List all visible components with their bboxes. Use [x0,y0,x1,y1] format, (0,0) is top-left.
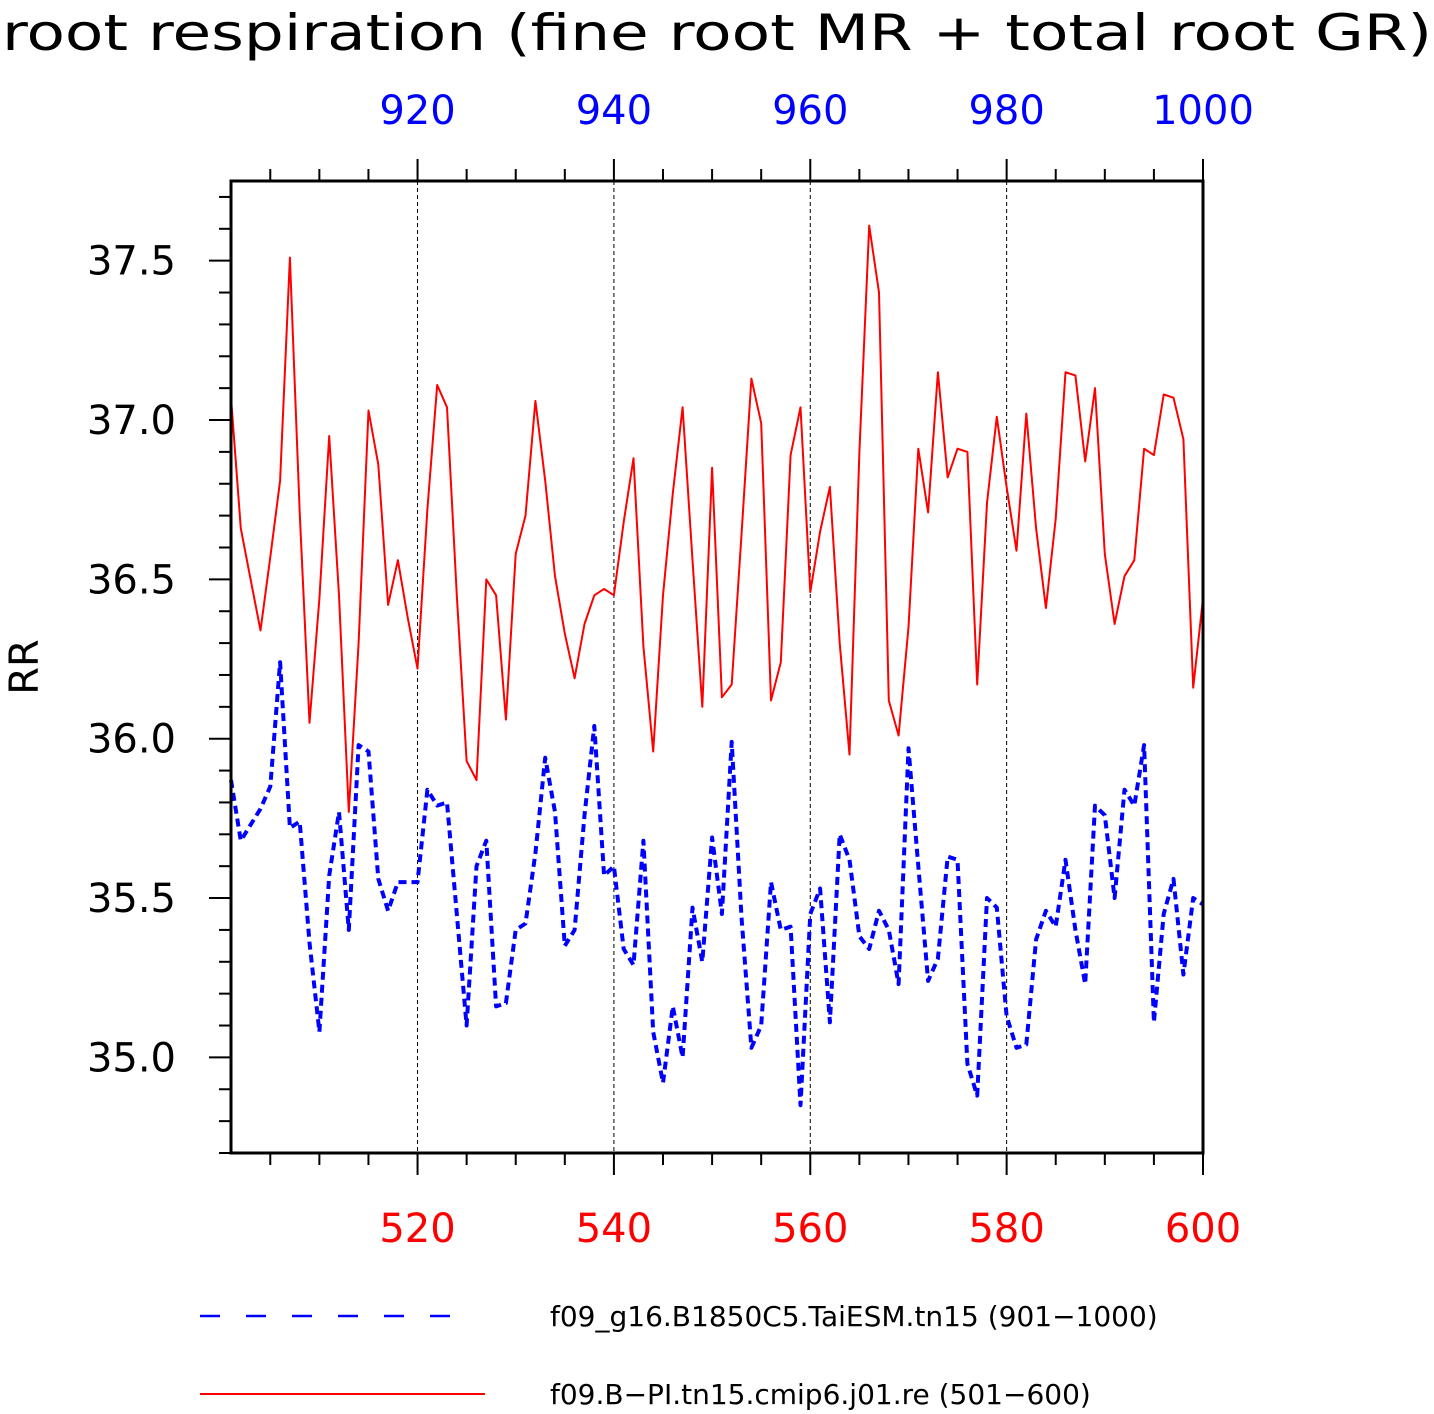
x-top-tick-label-980: 980 [968,88,1044,134]
x-top-tick-label-960: 960 [772,88,848,134]
x-bottom-tick-label-560: 560 [772,1206,848,1252]
y-tick-label-37.5: 37.5 [87,239,176,285]
y-tick-label-35.0: 35.0 [87,1035,176,1081]
y-tick-label-35.5: 35.5 [87,876,176,922]
x-top-tick-label-920: 920 [379,88,455,134]
x-bottom-tick-label-540: 540 [576,1206,652,1252]
axis-tick-labels: 35.0 35.5 36.0 36.5 37.0 37.5 520 540 560 580 600 9… [87,88,1254,1252]
y-tick-label-36.5: 36.5 [87,557,176,603]
series-line-1 [229,660,1205,1108]
chart-title: root respiration (fine root MR + total r… [2,4,1432,62]
legend-label-2: f09.B−PI.tn15.cmip6.j01.re (501−600) [550,1378,1091,1411]
legend-label-1: f09_g16.B1850C5.TaiESM.tn15 (901−1000) [550,1300,1158,1333]
y-axis-label: RR [2,639,48,695]
x-top-tick-label-940: 940 [576,88,652,134]
series-line-2 [230,224,1204,813]
x-bottom-tick-label-600: 600 [1165,1206,1241,1252]
axis-ticks [209,159,1204,1175]
y-tick-label-36.0: 36.0 [87,717,176,763]
series-layer [229,224,1205,1108]
x-top-tick-label-1000: 1000 [1152,88,1254,134]
x-bottom-tick-label-580: 580 [968,1206,1044,1252]
legend: f09_g16.B1850C5.TaiESM.tn15 (901−1000) f0… [200,1300,1158,1411]
gridlines [417,181,1008,1153]
x-bottom-tick-label-520: 520 [379,1206,455,1252]
plot-frame [229,179,1205,1155]
y-tick-label-37.0: 37.0 [87,398,176,444]
